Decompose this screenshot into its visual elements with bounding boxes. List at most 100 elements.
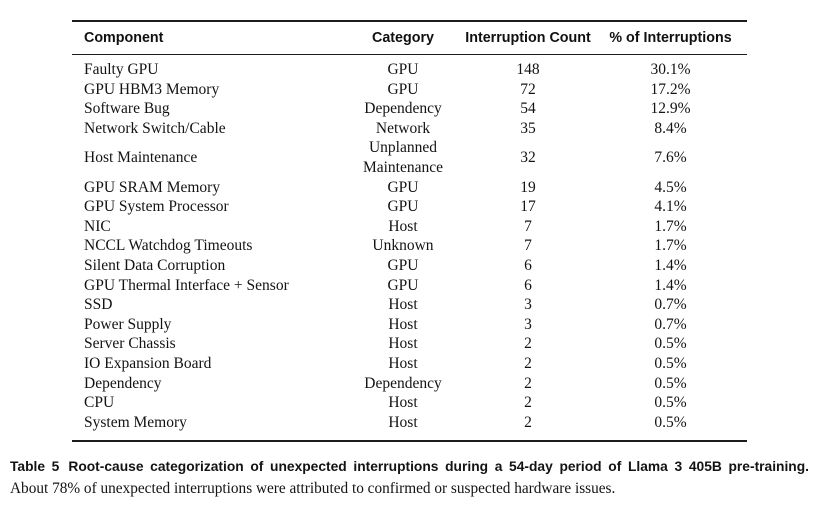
cell-interruption-count: 2 [524, 413, 532, 431]
cell-component: GPU SRAM Memory [84, 178, 221, 196]
cell-component: Silent Data Corruption [84, 256, 226, 274]
column-header-pct-interruptions: % of Interruptions [609, 30, 732, 46]
cell-category: Host [388, 335, 418, 353]
cell-pct-interruptions: 0.7% [654, 296, 687, 314]
table-row: IO Expansion Board Host 2 0.5% [72, 354, 747, 374]
cell-component: CPU [84, 394, 115, 412]
cell-interruption-count: 17 [520, 198, 536, 216]
cell-pct-interruptions: 4.5% [654, 178, 687, 196]
table-row: GPU HBM3 Memory GPU 72 17.2% [72, 80, 747, 100]
cell-component: NCCL Watchdog Timeouts [84, 237, 253, 255]
cell-interruption-count: 2 [524, 335, 532, 353]
cell-pct-interruptions: 0.5% [654, 374, 687, 392]
cell-category: Host [388, 315, 418, 333]
cell-interruption-count: 54 [520, 100, 536, 118]
table-caption: Table 5 Root-cause categorization of unex… [10, 456, 809, 500]
cell-interruption-count: 7 [524, 217, 532, 235]
cell-pct-interruptions: 0.5% [654, 354, 687, 372]
cell-interruption-count: 2 [524, 374, 532, 392]
cell-category: GPU [387, 80, 419, 98]
cell-category: GPU [387, 178, 419, 196]
cell-interruption-count: 3 [524, 296, 532, 314]
cell-component: Faulty GPU [84, 61, 159, 78]
cell-interruption-count: 35 [520, 119, 536, 137]
cell-category: Network [375, 119, 431, 137]
cell-component: IO Expansion Board [84, 354, 212, 372]
cell-component: System Memory [84, 413, 187, 431]
cell-category: Host [388, 296, 418, 314]
table-row: Network Switch/Cable Network 35 8.4% [72, 119, 747, 139]
cell-interruption-count: 3 [524, 315, 532, 333]
cell-interruption-count: 7 [524, 237, 532, 255]
caption-text: About 78% of unexpected interruptions we… [10, 480, 616, 497]
cell-interruption-count: 6 [524, 276, 532, 294]
table-row: GPU System Processor GPU 17 4.1% [72, 197, 747, 217]
cell-component: Server Chassis [84, 335, 176, 353]
cell-interruption-count: 2 [524, 354, 532, 372]
cell-pct-interruptions: 0.5% [654, 413, 687, 431]
table-row: SSD Host 3 0.7% [72, 295, 747, 315]
table-row: NCCL Watchdog Timeouts Unknown 7 1.7% [72, 236, 747, 256]
cell-interruption-count: 2 [524, 394, 532, 412]
table-row: Software Bug Dependency 54 12.9% [72, 99, 747, 119]
cell-pct-interruptions: 1.4% [654, 276, 687, 294]
table-row: Power Supply Host 3 0.7% [72, 315, 747, 335]
table-body: Faulty GPU GPU 148 30.1% GPU HBM3 Memory… [72, 55, 747, 442]
column-header-interruption-count: Interruption Count [465, 30, 591, 46]
cell-pct-interruptions: 4.1% [654, 198, 687, 216]
cell-category: Dependency [364, 100, 442, 118]
cell-pct-interruptions: 7.6% [654, 149, 687, 167]
cell-pct-interruptions: 1.7% [654, 237, 687, 255]
cell-category: Host [388, 354, 418, 372]
cell-pct-interruptions: 0.7% [654, 315, 687, 333]
caption-title: Root-cause categorization of unexpected … [68, 459, 809, 474]
table-row: System Memory Host 2 0.5% [72, 413, 747, 442]
cell-pct-interruptions: 30.1% [650, 61, 691, 78]
cell-component: Dependency [84, 374, 162, 392]
table-row: Host Maintenance Unplanned Maintenance 3… [72, 138, 747, 177]
cell-category: Host [388, 394, 418, 412]
cell-component: GPU Thermal Interface + Sensor [84, 276, 289, 294]
cell-pct-interruptions: 0.5% [654, 335, 687, 353]
cell-category: GPU [387, 276, 419, 294]
table-header: Component Category Interruption Count % … [72, 21, 747, 55]
cell-pct-interruptions: 1.4% [654, 256, 687, 274]
cell-category: Host [388, 413, 418, 431]
table-row: Faulty GPU GPU 148 30.1% [72, 55, 747, 80]
cell-category: GPU [387, 256, 419, 274]
cell-interruption-count: 72 [520, 80, 536, 98]
cell-category: Dependency [364, 374, 442, 392]
cell-category: GPU [387, 198, 419, 216]
cell-component: GPU HBM3 Memory [84, 80, 220, 98]
cell-interruption-count: 148 [516, 61, 540, 78]
cell-pct-interruptions: 8.4% [654, 119, 687, 137]
cell-interruption-count: 19 [520, 178, 536, 196]
table-row: NIC Host 7 1.7% [72, 217, 747, 237]
cell-interruption-count: 32 [520, 149, 536, 167]
column-header-category: Category [372, 30, 434, 46]
cell-component: Host Maintenance [84, 149, 198, 167]
cell-component: GPU System Processor [84, 198, 229, 216]
table-row: Silent Data Corruption GPU 6 1.4% [72, 256, 747, 276]
cell-category: Host [388, 217, 418, 235]
interruptions-table: Component Category Interruption Count % … [72, 20, 747, 443]
cell-pct-interruptions: 12.9% [650, 100, 691, 118]
table-row: CPU Host 2 0.5% [72, 393, 747, 413]
cell-category: GPU [387, 61, 419, 78]
table-row: Dependency Dependency 2 0.5% [72, 374, 747, 394]
table-row: GPU SRAM Memory GPU 19 4.5% [72, 178, 747, 198]
cell-pct-interruptions: 0.5% [654, 394, 687, 412]
cell-component: Power Supply [84, 315, 172, 333]
table-row: GPU Thermal Interface + Sensor GPU 6 1.4… [72, 276, 747, 296]
cell-pct-interruptions: 1.7% [654, 217, 687, 235]
cell-component: Network Switch/Cable [84, 119, 226, 137]
cell-component: Software Bug [84, 100, 170, 118]
caption-label: Table 5 [10, 459, 60, 474]
header-row: Component Category Interruption Count % … [72, 21, 747, 55]
cell-component: NIC [84, 217, 111, 235]
cell-pct-interruptions: 17.2% [650, 80, 691, 98]
cell-component: SSD [84, 296, 113, 314]
cell-category: Unplanned Maintenance [362, 139, 444, 176]
column-header-component: Component [84, 30, 164, 46]
